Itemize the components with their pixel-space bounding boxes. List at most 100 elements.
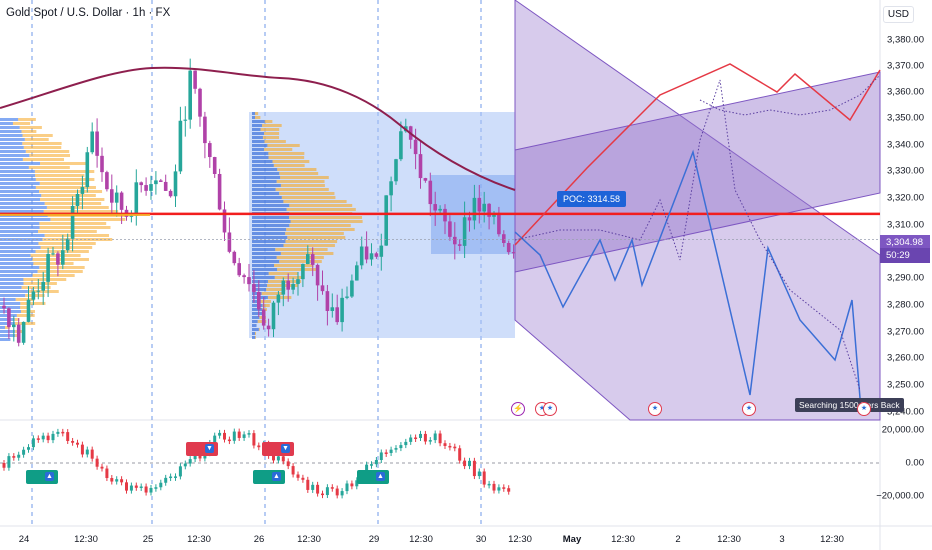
projected-path — [699, 74, 881, 116]
volume-profile-bar — [264, 132, 280, 135]
candle-body — [105, 172, 109, 190]
volume-profile-bar — [252, 140, 265, 143]
volume-profile-bar — [40, 162, 87, 165]
oscillator-bar — [134, 485, 138, 488]
price-axis-tick: 3,280.00 — [887, 299, 924, 311]
volume-profile-bar — [252, 292, 262, 295]
buy-signal-marker[interactable]: ▲ — [253, 470, 285, 484]
volume-profile-bar — [252, 324, 257, 327]
time-axis-tick: 12:30 — [74, 534, 98, 545]
volume-profile-bar — [268, 272, 298, 275]
volume-profile-bar — [283, 200, 347, 203]
candle-body — [320, 285, 325, 292]
volume-profile-bar — [260, 128, 280, 131]
oscillator-bar — [36, 438, 40, 440]
candle-body — [418, 154, 423, 179]
volume-profile-bar — [0, 286, 22, 289]
volume-profile-bar — [0, 338, 11, 341]
candle-body — [296, 279, 300, 285]
oscillator-bar — [492, 483, 496, 491]
volume-profile-bar — [0, 142, 23, 145]
time-axis-tick: 30 — [475, 534, 487, 545]
volume-profile-bar — [273, 164, 305, 167]
volume-profile-bar — [23, 278, 67, 281]
volume-profile-bar — [0, 262, 34, 265]
candle-body — [237, 263, 241, 276]
oscillator-bar — [379, 452, 383, 461]
candle-body — [144, 185, 148, 191]
candle-body — [301, 263, 305, 280]
volume-profile-bar — [268, 152, 305, 155]
volume-profile-bar — [252, 272, 269, 275]
volume-profile-bar — [252, 112, 255, 115]
oscillator-bar — [325, 487, 329, 496]
oscillator-bar — [95, 458, 99, 467]
current-price-badge: 3,304.98 — [880, 235, 930, 250]
oscillator-bar — [276, 456, 280, 461]
buy-signal-marker[interactable]: ▲ — [357, 470, 389, 484]
volume-profile-bar — [252, 240, 286, 243]
buy-signal-marker[interactable]: ▲ — [26, 470, 58, 484]
volume-profile-bar — [0, 274, 33, 277]
candle-body — [399, 131, 403, 160]
oscillator-bar — [438, 433, 442, 444]
volume-profile-bar — [0, 258, 33, 261]
oscillator-bar — [105, 468, 109, 479]
signal-icon: ▲ — [272, 472, 281, 481]
volume-profile-bar — [32, 258, 89, 261]
bullish-forecast-path — [514, 63, 881, 246]
candle-body — [482, 203, 486, 212]
sell-signal-marker[interactable]: ▼ — [262, 442, 294, 456]
currency-selector[interactable]: USD — [882, 6, 914, 23]
candle-body — [497, 212, 501, 235]
volume-profile-bar — [252, 180, 277, 183]
price-axis-tick: 3,350.00 — [887, 112, 924, 124]
lightning-event-icon[interactable]: ⚡ — [511, 402, 525, 416]
volume-profile-bar — [252, 144, 268, 147]
us-flag-event-icon[interactable]: ★ — [543, 402, 557, 416]
candle-body — [257, 291, 261, 310]
moving-average-line — [0, 66, 516, 191]
oscillator-bar — [286, 461, 290, 467]
candle-body — [41, 281, 45, 291]
volume-profile-bar — [28, 166, 70, 169]
volume-profile-bar — [252, 136, 263, 139]
volume-profile-bar — [252, 256, 277, 259]
volume-profile-bar — [39, 226, 111, 229]
oscillator-bar — [227, 439, 231, 442]
candle-body — [242, 275, 246, 278]
bar-countdown: 50:29 — [880, 248, 930, 263]
volume-profile-bar — [281, 196, 336, 199]
time-axis-tick: 25 — [142, 534, 154, 545]
volume-profile-bar — [275, 248, 328, 251]
volume-profile-bar — [25, 150, 70, 153]
candle-body — [65, 238, 70, 251]
us-flag-event-icon[interactable]: ★ — [742, 402, 756, 416]
sell-signal-marker[interactable]: ▼ — [186, 442, 218, 456]
us-flag-event-icon[interactable]: ★ — [857, 402, 871, 416]
volume-profile-bar — [252, 264, 275, 267]
candle-body — [159, 180, 163, 182]
candle-body — [355, 265, 359, 281]
candle-body — [61, 250, 65, 265]
volume-profile-bar — [0, 302, 21, 305]
volume-profile-bar — [50, 218, 126, 221]
oscillator-bar — [247, 433, 251, 435]
volume-profile-bar — [262, 308, 267, 311]
volume-profile-bar — [268, 156, 305, 159]
volume-profile-bar — [255, 112, 259, 115]
volume-profile-bar — [0, 290, 28, 293]
signal-icon: ▲ — [45, 472, 54, 481]
volume-profile-bar — [33, 262, 74, 265]
oscillator-bar — [213, 435, 217, 443]
oscillator-bar — [477, 471, 481, 477]
candle-body — [134, 182, 139, 216]
volume-profile-bar — [19, 126, 42, 129]
volume-profile-bar — [252, 252, 281, 255]
volume-profile-bar — [43, 210, 119, 213]
us-flag-event-icon[interactable]: ★ — [648, 402, 662, 416]
volume-profile-bar — [0, 254, 31, 257]
bar-pattern-search-label: Searching 1500 Bars Back — [795, 398, 904, 412]
volume-profile-bar — [252, 148, 265, 151]
